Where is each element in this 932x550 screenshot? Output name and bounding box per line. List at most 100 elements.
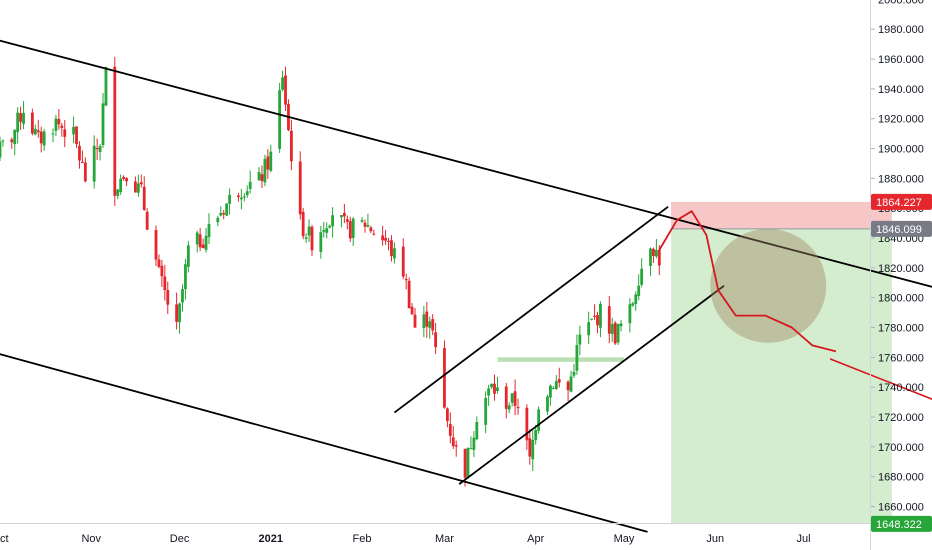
candle-body — [19, 113, 23, 122]
candle — [557, 367, 561, 388]
candle — [133, 176, 137, 193]
candle-body — [652, 248, 655, 256]
candle — [428, 316, 432, 339]
candle — [360, 217, 364, 224]
candle-body — [113, 66, 117, 196]
y-tick-label: 1980.000 — [878, 24, 924, 36]
candle — [569, 370, 573, 393]
candle-body — [451, 437, 455, 447]
candle — [496, 376, 499, 394]
y-tick-label: 1740.000 — [878, 382, 924, 394]
candle-body — [222, 213, 226, 215]
candle — [36, 119, 40, 138]
candle-body — [493, 383, 496, 394]
candle-body — [528, 438, 532, 457]
candle-body — [83, 162, 87, 182]
candle-body — [289, 130, 293, 162]
down-arrow-line — [829, 358, 932, 401]
candle-body — [328, 225, 332, 228]
candle — [619, 319, 623, 332]
candle-body — [445, 408, 449, 422]
candle-body — [166, 290, 170, 305]
candle — [628, 298, 632, 333]
candle-body — [593, 315, 596, 317]
y-tick-label: 1660.000 — [878, 502, 924, 514]
zones-layer — [497, 201, 892, 524]
candle — [260, 165, 264, 189]
candle — [445, 407, 449, 428]
y-tick-label: 1960.000 — [878, 54, 924, 66]
price-tag-label: 1648.322 — [876, 519, 922, 531]
candle-body — [454, 445, 458, 447]
time-axis[interactable]: Oct Nov Dec 2021 Feb Mar Apr May Jun Jul — [0, 533, 811, 545]
candle — [322, 222, 326, 238]
candle-body — [657, 249, 661, 266]
candle-body — [634, 294, 638, 304]
drawings-layer — [658, 210, 932, 401]
candle-body — [407, 280, 411, 309]
candle — [531, 430, 535, 472]
candle-body — [628, 304, 632, 324]
candle — [340, 214, 343, 228]
candle — [613, 320, 617, 346]
candle — [195, 230, 199, 253]
candle — [266, 149, 270, 179]
candle — [510, 393, 514, 407]
candle-body — [54, 118, 58, 131]
candle-body — [366, 224, 370, 227]
candle-body — [104, 67, 108, 106]
candle — [596, 311, 599, 334]
candle — [451, 426, 455, 449]
candle-body — [201, 244, 205, 249]
candle — [472, 431, 476, 458]
candle-body — [504, 386, 508, 409]
candle-body — [266, 156, 270, 170]
candle-body — [342, 212, 346, 217]
candle-body — [413, 314, 417, 328]
candle — [390, 235, 393, 262]
x-tick-label: Oct — [0, 533, 9, 545]
candle — [566, 380, 570, 401]
candle — [154, 225, 158, 266]
candle-body — [42, 131, 46, 146]
y-tick-label: 2000.000 — [878, 0, 924, 6]
candle-body — [16, 112, 20, 133]
candle — [466, 447, 470, 477]
candle-body — [345, 219, 349, 222]
candle — [119, 174, 123, 195]
candle-body — [319, 232, 323, 252]
candle-body — [587, 322, 591, 336]
candle — [239, 188, 243, 210]
candle — [381, 225, 385, 246]
candle — [10, 137, 14, 149]
candle-body — [142, 186, 146, 210]
candles-layer — [0, 56, 661, 487]
candle — [599, 301, 602, 338]
candle — [81, 150, 84, 164]
candle-body — [557, 379, 561, 383]
candle — [587, 311, 591, 344]
candle — [369, 225, 373, 234]
candle — [142, 176, 146, 211]
candle — [331, 207, 335, 238]
candle-body — [619, 323, 623, 327]
candle — [30, 108, 34, 136]
candle-body — [13, 129, 17, 145]
candle-body — [575, 344, 579, 371]
candle — [0, 136, 2, 161]
candle-body — [525, 407, 529, 441]
price-axis[interactable]: 1660.000 1680.000 1700.000 1720.000 1740.000… — [871, 0, 924, 514]
hand-drawn-path — [658, 210, 837, 353]
candle — [51, 128, 55, 143]
candle — [39, 126, 43, 153]
candle — [652, 247, 655, 263]
x-tick-label: 2021 — [259, 533, 283, 545]
candle — [75, 126, 78, 148]
candle — [351, 217, 355, 247]
candle-body — [640, 268, 644, 285]
x-tick-label: Dec — [170, 533, 190, 545]
candle-body — [116, 189, 120, 196]
candle — [222, 210, 226, 220]
candle-body — [381, 235, 385, 241]
